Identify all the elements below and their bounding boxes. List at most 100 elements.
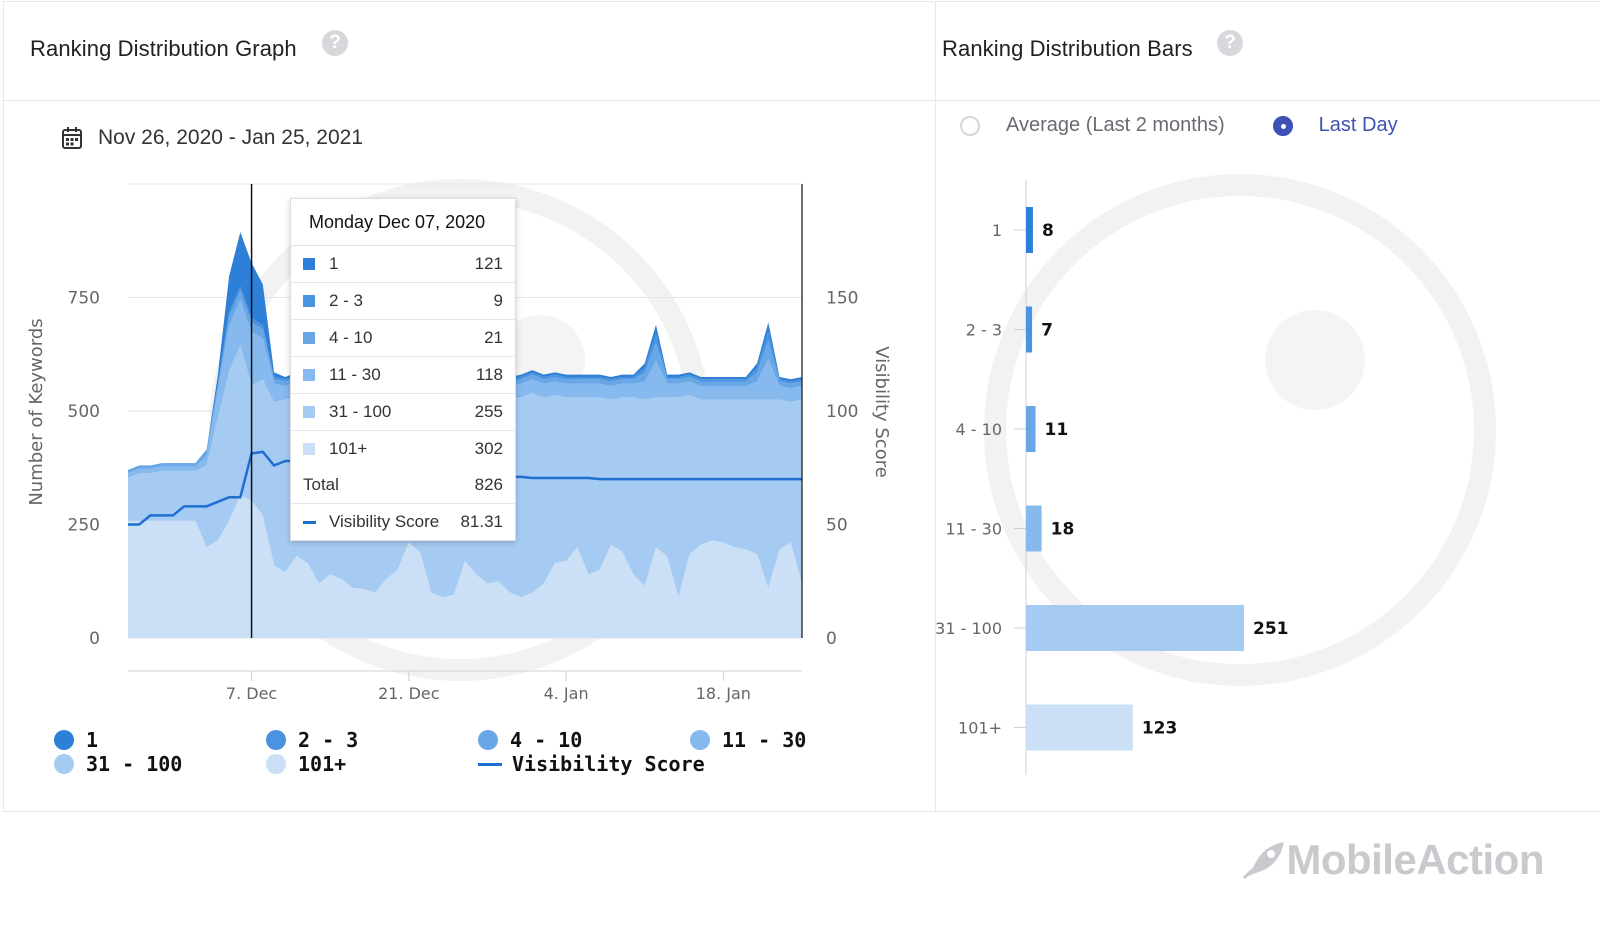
tooltip-row-label: 31 - 100 bbox=[329, 402, 392, 421]
bar-value-label: 8 bbox=[1042, 221, 1054, 241]
tooltip-swatch bbox=[303, 332, 315, 344]
radio-average-label: Average (Last 2 months) bbox=[1006, 114, 1225, 136]
tooltip-visibility-value: 81.31 bbox=[460, 512, 503, 531]
bar-category-label: 31 - 100 bbox=[936, 619, 1002, 638]
tooltip-visibility-row: Visibility Score 81.31 bbox=[291, 504, 515, 540]
legend-label: 4 - 10 bbox=[510, 728, 583, 752]
bar[interactable] bbox=[1026, 704, 1133, 751]
tooltip-row: 1 121 bbox=[291, 246, 515, 283]
rocket-logo-icon bbox=[1243, 842, 1285, 880]
x-tick-label: 21. Dec bbox=[378, 684, 440, 703]
bar-value-label: 123 bbox=[1142, 719, 1178, 739]
legend-item[interactable]: 11 - 30 bbox=[690, 728, 806, 752]
tooltip-row: 11 - 30 118 bbox=[291, 357, 515, 394]
tooltip-swatch bbox=[303, 295, 315, 307]
legend-item[interactable]: 4 - 10 bbox=[478, 728, 582, 752]
legend-dot-marker bbox=[478, 730, 498, 750]
tooltip-row: 4 - 10 21 bbox=[291, 320, 515, 357]
legend-dot-marker bbox=[54, 754, 74, 774]
legend-item[interactable]: 2 - 3 bbox=[266, 728, 358, 752]
tooltip-visibility-swatch bbox=[303, 520, 316, 524]
x-tick-label: 18. Jan bbox=[696, 684, 751, 703]
tooltip-rows: 1 121 2 - 3 9 4 - 10 21 11 - 30 118 31 - 100 255 1… bbox=[291, 246, 515, 467]
period-radio-group: Average (Last 2 months) Last Day bbox=[960, 114, 1446, 137]
legend-label: 1 bbox=[86, 728, 99, 752]
legend-item[interactable]: Visibility Score bbox=[478, 752, 705, 776]
tooltip-swatch bbox=[303, 258, 315, 270]
bar[interactable] bbox=[1026, 605, 1244, 651]
tooltip-row-label: 1 bbox=[329, 254, 339, 273]
y2-tick-label: 50 bbox=[826, 516, 848, 536]
radio-average[interactable]: Average (Last 2 months) bbox=[960, 114, 1225, 137]
bar-category-label: 4 - 10 bbox=[956, 420, 1002, 439]
tooltip-swatch bbox=[303, 369, 315, 381]
legend-dot-marker bbox=[266, 730, 286, 750]
tooltip-row-label: 4 - 10 bbox=[329, 328, 373, 347]
legend-dot-marker bbox=[266, 754, 286, 774]
y2-tick-label: 100 bbox=[826, 402, 858, 422]
legend-dot-marker bbox=[54, 730, 74, 750]
y-tick-label: 250 bbox=[68, 516, 100, 536]
y-tick-label: 500 bbox=[68, 402, 100, 422]
y2-axis-title: Visibility Score bbox=[871, 346, 892, 478]
bar[interactable] bbox=[1026, 207, 1033, 253]
radio-last-day-label: Last Day bbox=[1318, 114, 1398, 136]
help-icon[interactable]: ? bbox=[322, 30, 348, 56]
tooltip-total-row: Total 826 bbox=[291, 467, 515, 504]
ranking-distribution-bars-card: Ranking Distribution Bars ? Average (Las… bbox=[936, 2, 1600, 811]
area-series-101plus[interactable] bbox=[128, 494, 802, 638]
bar-value-label: 7 bbox=[1041, 321, 1053, 341]
tooltip-row: 2 - 3 9 bbox=[291, 283, 515, 320]
tooltip-total-label: Total bbox=[303, 475, 339, 494]
tooltip-total-value: 826 bbox=[474, 475, 503, 494]
date-range-picker[interactable]: Nov 26, 2020 - Jan 25, 2021 bbox=[62, 120, 363, 156]
calendar-icon bbox=[62, 127, 82, 149]
tooltip-date: Monday Dec 07, 2020 bbox=[291, 199, 515, 246]
tooltip-swatch bbox=[303, 406, 315, 418]
bar-value-label: 18 bbox=[1051, 520, 1075, 540]
bars-card-title: Ranking Distribution Bars bbox=[942, 36, 1193, 61]
legend-label: 31 - 100 bbox=[86, 752, 183, 776]
bar-value-label: 11 bbox=[1045, 420, 1069, 440]
tooltip-row: 101+ 302 bbox=[291, 431, 515, 467]
tooltip-row-value: 121 bbox=[474, 254, 503, 273]
graph-card-title: Ranking Distribution Graph bbox=[30, 36, 297, 61]
bar[interactable] bbox=[1026, 505, 1042, 552]
legend-line-marker bbox=[478, 762, 502, 766]
graph-card-header: Ranking Distribution Graph ? bbox=[4, 2, 935, 101]
y2-tick-label: 150 bbox=[826, 289, 858, 309]
legend-dot-marker bbox=[690, 730, 710, 750]
help-icon[interactable]: ? bbox=[1217, 30, 1243, 56]
bar-category-label: 11 - 30 bbox=[945, 520, 1002, 539]
legend-label: 101+ bbox=[298, 752, 347, 776]
legend-label: 11 - 30 bbox=[722, 728, 807, 752]
radio-last-day[interactable]: Last Day bbox=[1272, 114, 1398, 137]
tooltip-row-value: 302 bbox=[474, 439, 503, 458]
chart-legend: 1 2 - 3 4 - 10 11 - 30 31 - 100 101+ Visibilit… bbox=[54, 728, 854, 780]
bar[interactable] bbox=[1026, 306, 1033, 353]
y-axis-title: Number of Keywords bbox=[26, 318, 47, 505]
chart-tooltip: Monday Dec 07, 2020 1 121 2 - 3 9 4 - 10 21 11… bbox=[290, 198, 516, 541]
legend-item[interactable]: 31 - 100 bbox=[54, 752, 182, 776]
y-tick-label: 0 bbox=[89, 629, 100, 649]
y2-tick-label: 0 bbox=[826, 629, 837, 649]
radio-last-day-circle[interactable] bbox=[1272, 115, 1293, 136]
legend-item[interactable]: 101+ bbox=[266, 752, 346, 776]
legend-label: Visibility Score bbox=[512, 752, 705, 776]
tooltip-row-value: 21 bbox=[484, 328, 503, 347]
tooltip-row-label: 11 - 30 bbox=[329, 365, 381, 384]
x-tick-label: 7. Dec bbox=[226, 684, 277, 703]
bar-category-label: 2 - 3 bbox=[966, 321, 1002, 340]
tooltip-swatch bbox=[303, 443, 315, 455]
legend-item[interactable]: 1 bbox=[54, 728, 98, 752]
bar-category-label: 101+ bbox=[958, 719, 1002, 738]
tooltip-row: 31 - 100 255 bbox=[291, 394, 515, 431]
bars-card-header: Ranking Distribution Bars ? bbox=[936, 2, 1600, 101]
tooltip-row-label: 2 - 3 bbox=[329, 291, 364, 310]
tooltip-row-value: 255 bbox=[474, 402, 503, 421]
radio-average-circle[interactable] bbox=[960, 115, 980, 136]
bar[interactable] bbox=[1026, 406, 1036, 452]
y-tick-label: 750 bbox=[68, 289, 100, 309]
